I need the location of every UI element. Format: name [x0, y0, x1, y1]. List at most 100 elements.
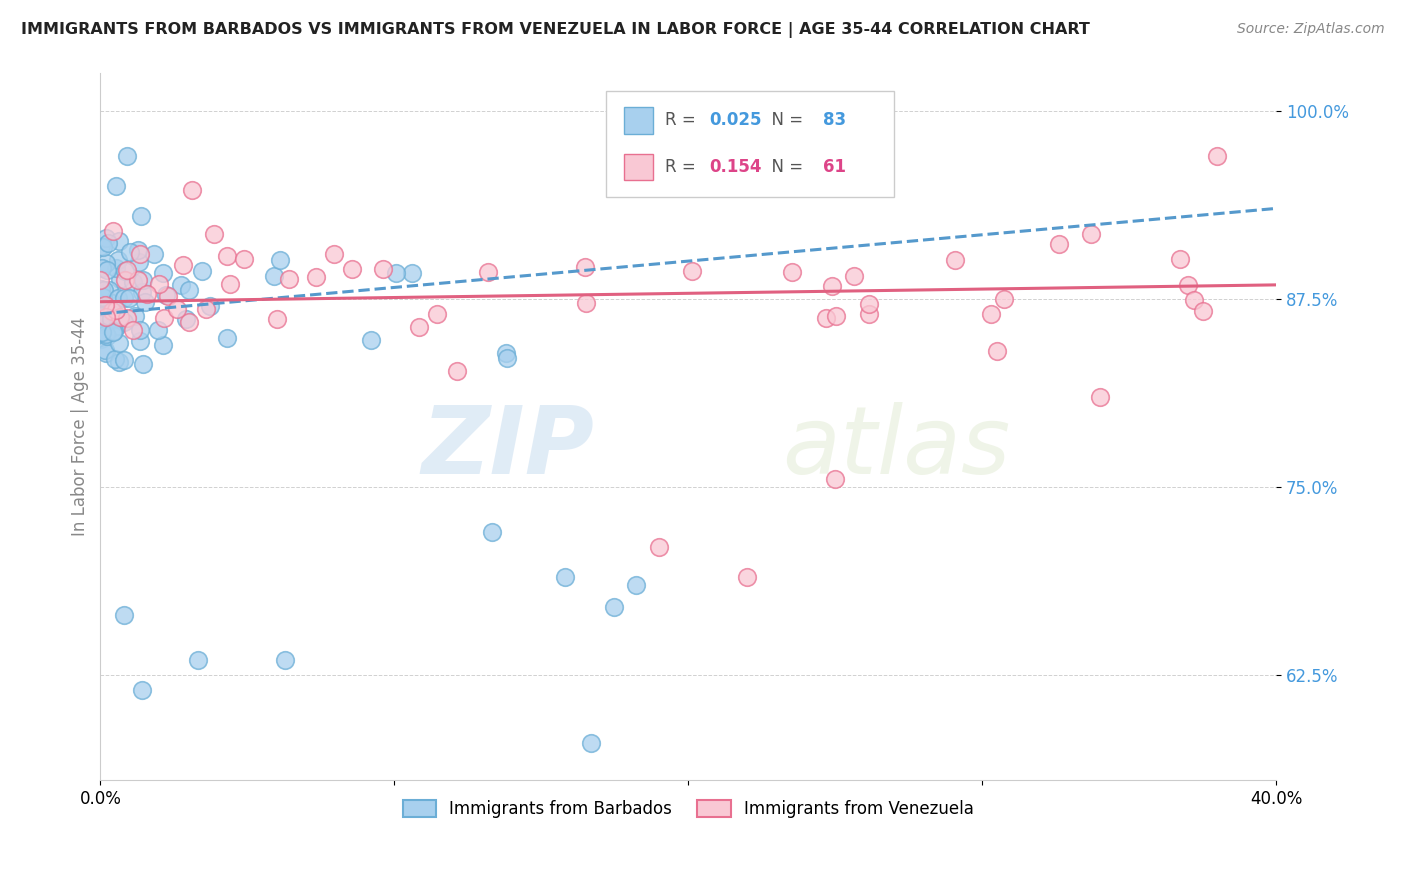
Point — [153, 311, 176, 326]
Point — [108, 234, 131, 248]
Point — [114, 264, 136, 278]
Point — [107, 312, 129, 326]
Text: N =: N = — [761, 158, 808, 176]
Point — [215, 331, 238, 345]
Point — [97, 236, 120, 251]
Point — [90, 317, 112, 331]
Point — [101, 304, 124, 318]
Point — [682, 263, 704, 277]
Point — [574, 260, 596, 274]
Point — [90, 239, 112, 253]
Text: ZIP: ZIP — [422, 402, 595, 494]
Point — [172, 258, 194, 272]
Point — [91, 240, 114, 254]
Text: R =: R = — [665, 112, 700, 129]
Point — [112, 607, 135, 622]
Point — [94, 231, 117, 245]
Point — [624, 577, 647, 591]
Point — [305, 270, 328, 285]
Point — [131, 209, 153, 223]
Point — [195, 302, 218, 317]
Point — [1177, 277, 1199, 292]
Point — [187, 653, 209, 667]
Point — [1192, 304, 1215, 318]
Point — [815, 310, 838, 325]
Point — [105, 260, 128, 275]
Point — [128, 334, 150, 348]
Point — [322, 247, 344, 261]
Point — [90, 332, 112, 346]
Point — [266, 312, 288, 326]
Point — [114, 291, 136, 305]
Point — [93, 343, 115, 357]
Point — [155, 287, 177, 301]
Point — [495, 345, 517, 359]
Point — [108, 355, 131, 369]
Point — [94, 327, 117, 342]
Point — [131, 357, 153, 371]
Point — [993, 292, 1015, 306]
Point — [179, 315, 201, 329]
Point — [91, 308, 114, 322]
Point — [131, 285, 153, 299]
Point — [824, 309, 846, 323]
Point — [263, 268, 285, 283]
Point — [124, 309, 146, 323]
Point — [107, 252, 129, 267]
Point — [177, 283, 200, 297]
Point — [384, 266, 406, 280]
Point — [986, 344, 1008, 359]
Point — [360, 333, 382, 347]
Point — [94, 346, 117, 360]
Y-axis label: In Labor Force | Age 35-44: In Labor Force | Age 35-44 — [72, 317, 89, 536]
Bar — [623, 107, 652, 134]
Point — [426, 307, 449, 321]
Point — [134, 294, 156, 309]
Point — [89, 273, 111, 287]
Point — [121, 276, 143, 290]
Point — [233, 252, 256, 267]
Point — [129, 247, 152, 261]
Point — [128, 254, 150, 268]
Point — [118, 291, 141, 305]
Bar — [623, 153, 652, 180]
Point — [408, 319, 430, 334]
Point — [100, 303, 122, 318]
Point — [575, 296, 598, 310]
Point — [143, 247, 166, 261]
Point — [115, 149, 138, 163]
Point — [495, 351, 517, 365]
Point — [148, 323, 170, 337]
Point — [1170, 252, 1192, 266]
Point — [858, 307, 880, 321]
Point — [127, 273, 149, 287]
Point — [477, 265, 499, 279]
Point — [191, 264, 214, 278]
Point — [121, 323, 143, 337]
Point — [943, 253, 966, 268]
Point — [114, 273, 136, 287]
Point — [554, 570, 576, 584]
Text: Source: ZipAtlas.com: Source: ZipAtlas.com — [1237, 22, 1385, 37]
Point — [96, 263, 118, 277]
Point — [89, 282, 111, 296]
Point — [112, 315, 135, 329]
Text: 61: 61 — [824, 158, 846, 176]
Point — [174, 311, 197, 326]
Point — [105, 178, 128, 193]
Point — [821, 279, 844, 293]
Point — [1206, 149, 1229, 163]
Point — [104, 320, 127, 334]
Point — [107, 292, 129, 306]
Point — [152, 338, 174, 352]
Point — [148, 277, 170, 292]
Point — [136, 287, 159, 301]
Point — [824, 472, 846, 486]
Text: 0.025: 0.025 — [710, 112, 762, 129]
Point — [1088, 390, 1111, 404]
Point — [131, 683, 153, 698]
Point — [127, 243, 149, 257]
Legend: Immigrants from Barbados, Immigrants from Venezuela: Immigrants from Barbados, Immigrants fro… — [396, 794, 980, 825]
Point — [108, 336, 131, 351]
Point — [858, 297, 880, 311]
